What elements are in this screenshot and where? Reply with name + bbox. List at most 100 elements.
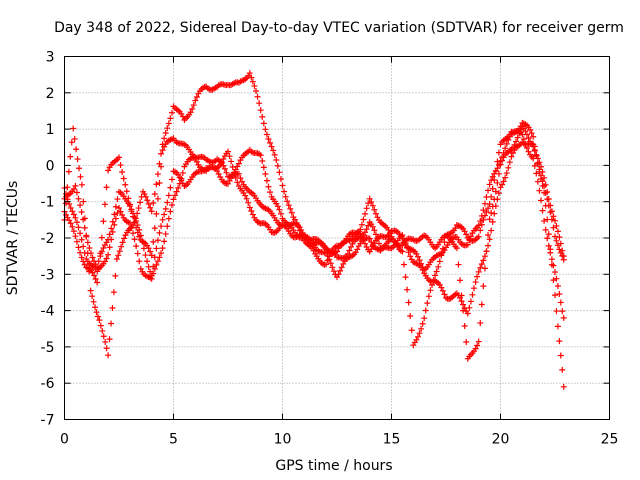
data-point xyxy=(150,270,157,277)
data-point xyxy=(559,308,566,315)
data-point xyxy=(100,218,107,225)
data-point xyxy=(464,241,471,248)
data-point xyxy=(453,245,460,252)
data-point xyxy=(323,261,330,268)
data-point xyxy=(147,268,154,275)
data-point xyxy=(366,195,373,202)
data-point xyxy=(461,228,468,235)
data-point xyxy=(260,164,267,171)
data-point xyxy=(284,198,291,205)
data-point xyxy=(118,243,125,250)
data-point xyxy=(145,200,152,207)
data-point xyxy=(557,299,564,306)
data-point xyxy=(438,284,445,291)
data-point xyxy=(276,206,283,213)
data-point xyxy=(268,143,275,150)
data-point xyxy=(80,243,87,250)
data-point xyxy=(111,211,118,218)
data-point xyxy=(175,184,182,191)
data-point xyxy=(481,265,488,272)
data-point xyxy=(100,245,107,252)
data-point xyxy=(262,126,269,133)
data-point xyxy=(418,325,425,332)
data-point xyxy=(154,171,161,178)
data-point xyxy=(547,202,554,209)
data-point xyxy=(544,216,551,223)
data-point xyxy=(371,227,378,234)
data-point xyxy=(281,188,288,195)
data-point xyxy=(78,236,85,243)
data-point xyxy=(277,176,284,183)
data-point xyxy=(458,292,465,299)
data-point xyxy=(130,230,137,237)
data-point xyxy=(288,209,295,216)
data-point xyxy=(153,210,160,217)
data-point xyxy=(89,254,96,261)
data-point xyxy=(96,317,103,324)
data-point xyxy=(105,251,112,258)
data-point xyxy=(502,145,509,152)
data-point xyxy=(70,186,77,193)
data-point xyxy=(274,162,281,169)
data-point xyxy=(77,173,84,180)
data-point xyxy=(436,258,443,265)
data-point xyxy=(228,158,235,165)
data-point xyxy=(559,366,566,373)
data-point xyxy=(536,187,543,194)
data-point xyxy=(414,253,421,260)
data-point xyxy=(416,330,423,337)
y-tick-label: 3 xyxy=(46,50,55,66)
data-point xyxy=(265,183,272,190)
data-point xyxy=(298,226,305,233)
data-point xyxy=(265,135,272,142)
data-point xyxy=(552,269,558,276)
data-point xyxy=(326,256,333,263)
data-point xyxy=(246,70,253,77)
data-point xyxy=(483,248,490,255)
data-point xyxy=(156,254,163,261)
data-point xyxy=(263,131,270,138)
data-point xyxy=(369,202,376,209)
data-point xyxy=(457,277,464,284)
data-point xyxy=(193,94,200,101)
data-point xyxy=(165,215,172,222)
data-point xyxy=(94,313,101,320)
data-point xyxy=(167,208,174,215)
data-point xyxy=(77,230,84,237)
data-point xyxy=(324,252,331,259)
data-point xyxy=(151,265,158,272)
data-point xyxy=(475,233,482,240)
data-point xyxy=(131,219,138,226)
data-point xyxy=(167,115,174,122)
data-point xyxy=(478,261,485,268)
data-point xyxy=(344,250,351,257)
y-tick-label: 2 xyxy=(46,86,55,102)
data-point xyxy=(560,256,567,263)
axis-ticks: 0 5 10 15 20 25 -7 -6 -5 -4 -3 -2 -1 0 1 2 3 xyxy=(41,50,619,448)
data-point xyxy=(428,281,435,288)
data-point xyxy=(488,177,495,184)
data-point xyxy=(256,100,263,107)
y-tick-label: -3 xyxy=(41,267,55,283)
data-point xyxy=(161,211,168,218)
data-point xyxy=(145,245,152,252)
data-point xyxy=(508,153,515,160)
data-point xyxy=(69,223,76,230)
data-point xyxy=(126,219,133,226)
data-point xyxy=(531,162,538,169)
data-point xyxy=(554,283,561,290)
data-point xyxy=(461,322,468,329)
data-point xyxy=(458,298,465,305)
data-point xyxy=(105,167,112,174)
data-point xyxy=(477,227,484,234)
data-point xyxy=(556,291,563,298)
data-point xyxy=(109,304,116,311)
data-point xyxy=(494,165,501,172)
data-point xyxy=(108,225,115,232)
data-point xyxy=(150,200,157,207)
data-point xyxy=(480,216,487,223)
x-tick-label: 5 xyxy=(169,432,178,448)
data-point xyxy=(478,212,485,219)
data-point xyxy=(232,174,239,181)
data-point xyxy=(372,231,379,238)
